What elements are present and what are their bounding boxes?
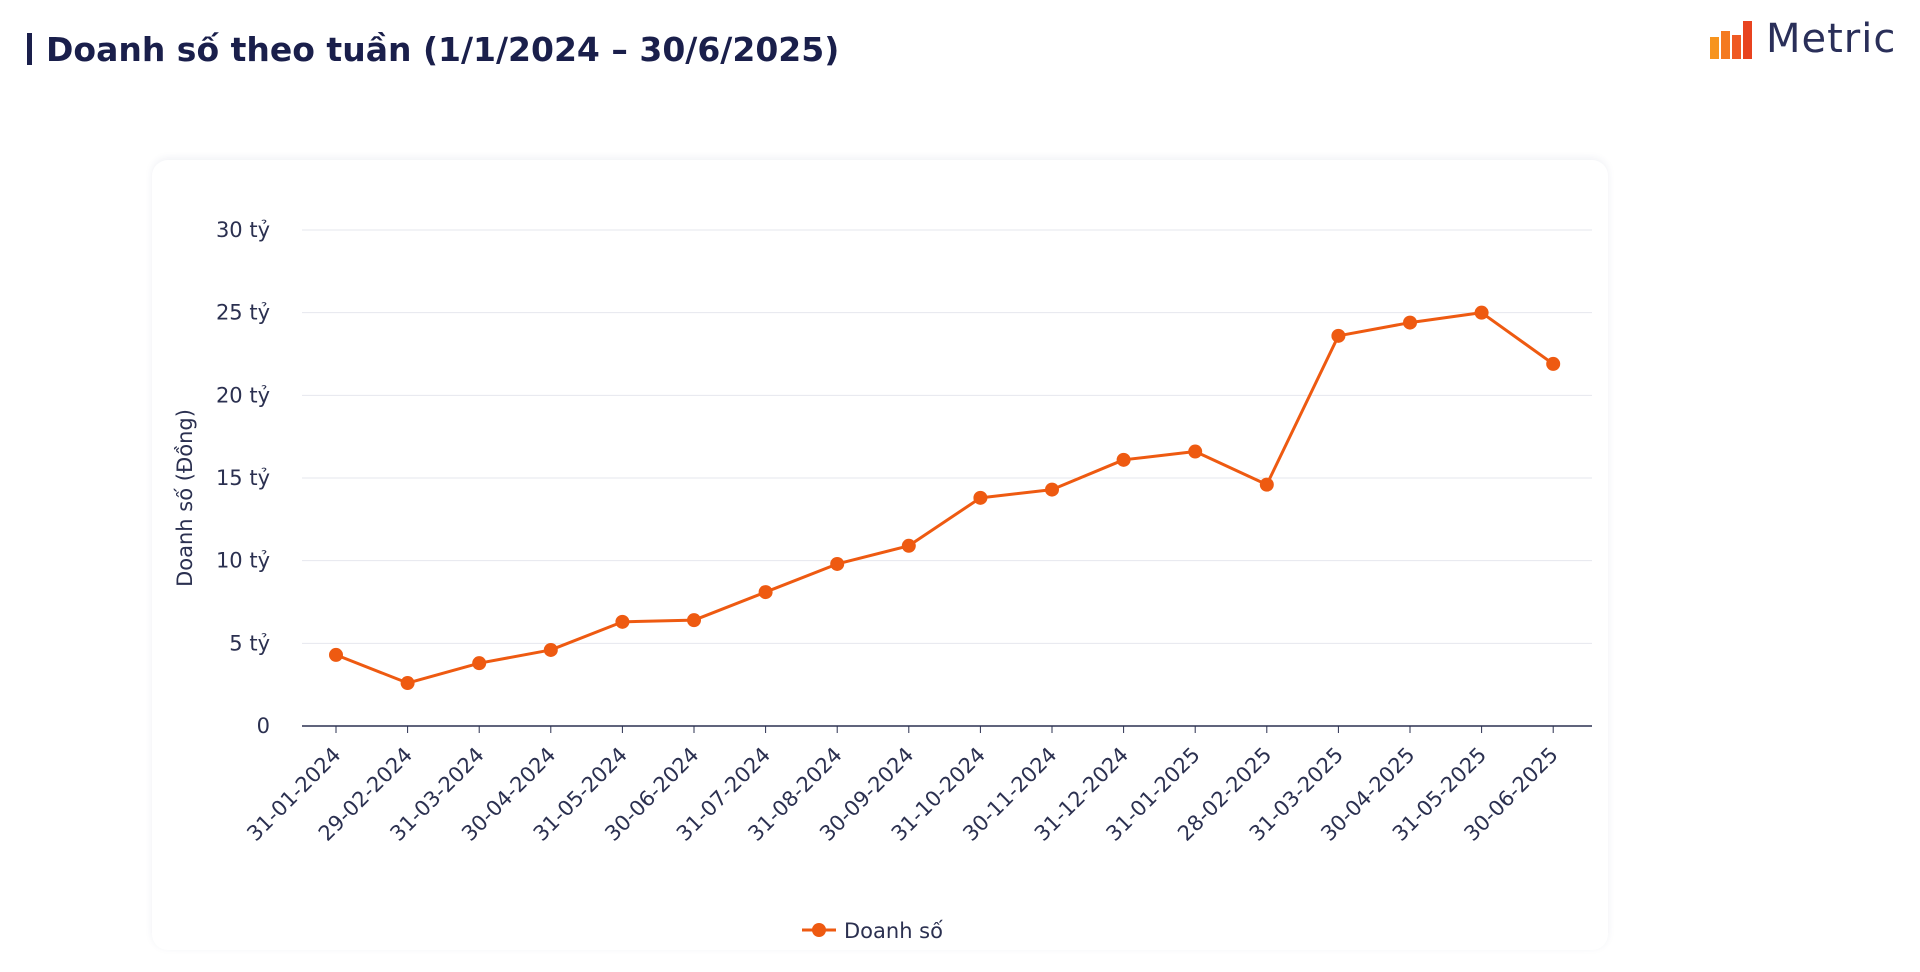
page-title: Doanh số theo tuần (1/1/2024 – 30/6/2025… (27, 30, 839, 69)
data-point[interactable] (1259, 477, 1274, 492)
data-point[interactable] (1188, 444, 1203, 459)
data-point[interactable] (1116, 452, 1131, 467)
y-tick-label: 25 tỷ (216, 301, 270, 325)
brand-logo: Metric (1710, 14, 1896, 64)
gridlines (302, 229, 1592, 727)
data-point[interactable] (1403, 315, 1417, 330)
y-tick-label: 30 tỷ (216, 218, 270, 242)
data-point[interactable] (329, 647, 343, 662)
data-point[interactable] (472, 656, 487, 671)
x-axis-ticks: 31-01-202429-02-202431-03-202430-04-2024… (242, 726, 1563, 846)
data-point[interactable] (973, 490, 988, 505)
data-point[interactable] (1331, 328, 1346, 343)
legend-label: Doanh số (844, 919, 943, 943)
data-point[interactable] (543, 642, 558, 657)
bar-chart-logo-icon (1710, 21, 1752, 59)
legend[interactable]: Doanh số (802, 919, 943, 943)
y-axis-label: Doanh số (Đồng) (173, 409, 197, 587)
legend-marker (812, 923, 826, 937)
data-point[interactable] (1474, 305, 1489, 320)
data-point[interactable] (687, 613, 701, 628)
data-point[interactable] (830, 556, 845, 571)
y-tick-label: 10 tỷ (216, 549, 270, 573)
title-accent-bar (27, 33, 32, 65)
y-tick-label: 0 (257, 714, 270, 738)
y-axis-ticks: 0 5 tỷ 10 tỷ 15 tỷ 20 tỷ 25 tỷ 30 tỷ (216, 218, 270, 738)
y-tick-label: 15 tỷ (216, 466, 270, 490)
data-point[interactable] (1546, 356, 1561, 371)
data-point[interactable] (758, 585, 773, 600)
brand-name: Metric (1766, 16, 1897, 62)
y-tick-label: 20 tỷ (216, 383, 270, 407)
data-point[interactable] (615, 614, 630, 629)
page-title-text: Doanh số theo tuần (1/1/2024 – 30/6/2025… (46, 30, 840, 69)
line-chart: 0 5 tỷ 10 tỷ 15 tỷ 20 tỷ 25 tỷ 30 tỷ 31-01-202… (173, 218, 1592, 943)
chart-card: 0 5 tỷ 10 tỷ 15 tỷ 20 tỷ 25 tỷ 30 tỷ 31-01-202… (152, 160, 1608, 950)
data-point[interactable] (1045, 482, 1059, 497)
data-point[interactable] (901, 538, 916, 553)
series-line (335, 311, 1555, 685)
data-point[interactable] (400, 676, 415, 691)
y-tick-label: 5 tỷ (229, 631, 270, 655)
series-layer (329, 305, 1561, 691)
